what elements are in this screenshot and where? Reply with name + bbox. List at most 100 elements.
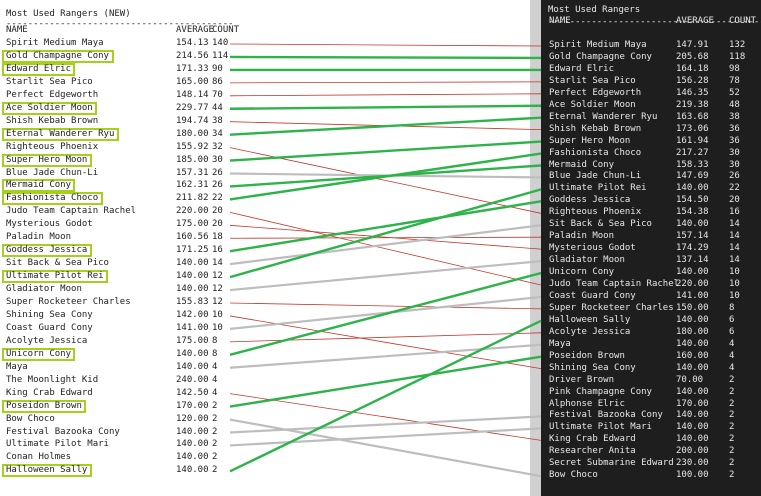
ranger-count: 14 — [729, 243, 740, 254]
ranger-count: 2 — [729, 398, 735, 409]
ranger-name: Halloween Sally — [6, 465, 88, 476]
ranger-average: 150.00 — [676, 302, 709, 313]
new-ranger-highlight — [2, 244, 92, 258]
ranger-count: 34 — [212, 128, 223, 139]
ranger-count: 26 — [212, 180, 223, 191]
ranger-count: 2 — [212, 426, 218, 437]
ranger-name: Ace Soldier Moon — [549, 99, 636, 110]
ranger-name: Starlit Sea Pico — [549, 75, 636, 86]
ranger-name: Ace Soldier Moon — [6, 102, 93, 113]
ranger-average: 217.27 — [676, 147, 709, 158]
ranger-count: 48 — [729, 99, 740, 110]
ranger-name: Ultimate Pilot Rei — [6, 271, 104, 282]
ranger-count: 98 — [729, 63, 740, 74]
ranger-average: 157.31 — [176, 167, 209, 178]
ranger-average: 171.25 — [176, 245, 209, 256]
ranger-name: Mermaid Cony — [6, 180, 72, 191]
ranger-name: Poseidon Brown — [6, 400, 82, 411]
ranger-count: 16 — [212, 245, 223, 256]
ranger-average: 154.50 — [676, 195, 709, 206]
ranger-count: 86 — [212, 76, 223, 87]
ranger-name: Perfect Edgeworth — [549, 87, 642, 98]
ranger-name: Ultimate Pilot Rei — [549, 183, 647, 194]
ranger-average: 140.00 — [176, 284, 209, 295]
ranger-name: Super Rocketeer Charles — [549, 302, 674, 313]
ranger-count: 2 — [729, 458, 735, 469]
ranger-count: 12 — [212, 297, 223, 307]
ranger-average: 240.00 — [176, 374, 209, 385]
ranger-average: 147.91 — [676, 40, 709, 50]
ranger-name: Super Hero Moon — [6, 154, 88, 165]
ranger-count: 4 — [729, 338, 735, 349]
ranger-name: Sit Back & Sea Pico — [6, 258, 109, 269]
ranger-name: Acolyte Jessica — [6, 335, 88, 346]
new-ranger-highlight — [2, 127, 119, 141]
ranger-count: 2 — [729, 446, 735, 457]
ranger-name: Mysterious Godot — [549, 243, 636, 254]
ranger-name: Driver Brown — [549, 374, 615, 385]
ranger-count: 140 — [212, 38, 229, 48]
ranger-count: 70 — [212, 89, 223, 100]
ranger-name: Spirit Medium Maya — [549, 40, 647, 50]
left-panel-title: Most Used Rangers (NEW) — [6, 9, 131, 19]
ranger-count: 2 — [729, 434, 735, 445]
right-panel-title: Most Used Rangers — [548, 5, 641, 15]
ranger-average: 156.28 — [676, 75, 709, 86]
ranger-name: Blue Jade Chun-Li — [6, 167, 99, 178]
ranger-average: 137.14 — [676, 255, 709, 266]
ranger-count: 78 — [729, 75, 740, 86]
ranger-count: 14 — [212, 258, 223, 269]
ranger-count: 114 — [212, 50, 229, 61]
ranger-name: Judo Team Captain Rachel — [549, 279, 680, 289]
ranger-name: Edward Elric — [6, 63, 72, 74]
column-header-average: AVERAGE — [676, 16, 714, 26]
ranger-average: 158.33 — [676, 159, 709, 170]
new-ranger-highlight — [2, 179, 76, 193]
ranger-name: Halloween Sally — [549, 314, 631, 325]
ranger-name: Goddess Jessica — [549, 195, 631, 206]
ranger-name: Acolyte Jessica — [549, 326, 631, 337]
ranger-average: 148.14 — [176, 89, 209, 100]
ranger-average: 141.00 — [176, 322, 209, 333]
ranger-average: 140.00 — [676, 434, 709, 445]
ranger-name: Festival Bazooka Cony — [549, 410, 663, 421]
ranger-average: 164.18 — [676, 63, 709, 74]
ranger-name: Paladin Moon — [549, 231, 615, 242]
ranger-name: Ultimate Pilot Mari — [6, 439, 109, 450]
scrollbar[interactable] — [530, 0, 541, 496]
ranger-average: 171.33 — [176, 63, 209, 74]
ranger-average: 147.69 — [676, 171, 709, 182]
ranger-average: 140.00 — [176, 348, 209, 359]
ranger-name: Shining Sea Cony — [549, 362, 636, 373]
ranger-average: 230.00 — [676, 458, 709, 469]
ranger-count: 6 — [729, 314, 735, 325]
ranger-average: 175.00 — [176, 219, 209, 230]
ranger-name: Judo Team Captain Rachel — [6, 206, 137, 217]
ranger-count: 20 — [212, 206, 223, 217]
ranger-average: 154.13 — [176, 38, 209, 48]
ranger-average: 194.74 — [176, 115, 209, 126]
ranger-count: 36 — [729, 123, 740, 134]
column-header-count: COUNT — [212, 25, 240, 35]
ranger-name: Perfect Edgeworth — [6, 89, 99, 100]
ranger-count: 90 — [212, 63, 223, 74]
ranger-average: 142.50 — [176, 387, 209, 398]
ranger-average: 140.00 — [676, 422, 709, 433]
ranger-name: Paladin Moon — [6, 232, 72, 243]
ranger-name: Bow Choco — [6, 413, 55, 424]
ranger-count: 2 — [212, 439, 218, 450]
ranger-count: 12 — [212, 284, 223, 295]
ranger-count: 2 — [729, 470, 735, 481]
ranger-name: Spirit Medium Maya — [6, 38, 104, 48]
ranger-count: 6 — [729, 326, 735, 337]
ranger-count: 2 — [729, 374, 735, 385]
ranger-name: Shish Kebab Brown — [6, 115, 99, 126]
ranger-average: 185.00 — [176, 154, 209, 165]
ranger-count: 20 — [212, 219, 223, 230]
ranger-count: 22 — [212, 193, 223, 204]
ranger-name: Secret Submarine Edward — [549, 458, 674, 469]
ranger-name: Maya — [549, 338, 571, 349]
new-ranger-highlight — [2, 101, 98, 115]
ranger-average: 160.56 — [176, 232, 209, 243]
ranger-average: 219.38 — [676, 99, 709, 110]
